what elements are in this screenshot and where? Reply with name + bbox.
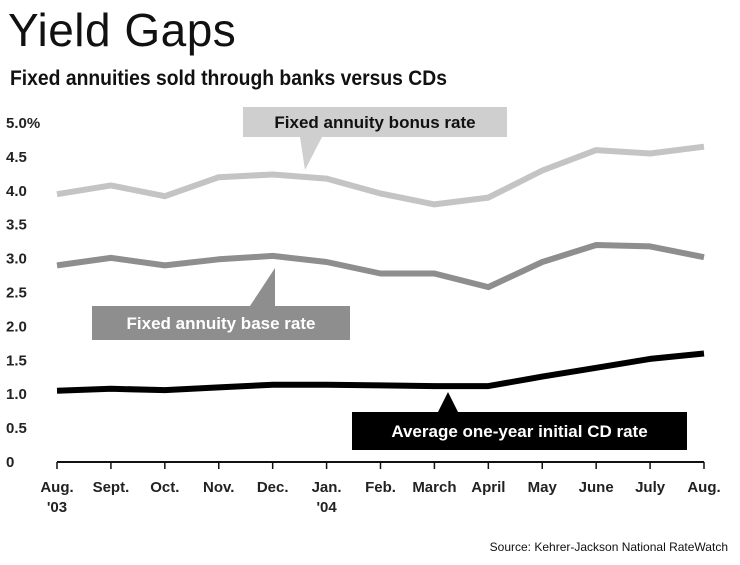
x-tick-label: Aug. — [687, 479, 720, 496]
x-tick-label: Sept. — [93, 479, 130, 496]
callout-base: Fixed annuity base rate — [92, 268, 350, 340]
x-tick-label: May — [528, 479, 558, 496]
y-tick-label: 0.5 — [6, 420, 27, 437]
callout-pointer — [438, 392, 458, 412]
y-tick-label: 0 — [6, 454, 14, 471]
x-tick-label: April — [471, 479, 505, 496]
y-tick-label: 4.5 — [6, 149, 27, 166]
x-tick-label: July — [635, 479, 666, 496]
x-tick-label: Jan. '04 — [312, 479, 342, 516]
x-tick-label: March — [412, 479, 456, 496]
y-tick-label: 1.0 — [6, 386, 27, 403]
x-axis: Aug. '03 Sept. Oct. Nov. Dec. Jan. '04 Feb. March… — [40, 461, 721, 516]
y-tick-label: 2.0 — [6, 318, 27, 335]
y-tick-label: 1.5 — [6, 352, 27, 369]
x-tick-label: Feb. — [365, 479, 396, 496]
callout-pointer — [250, 268, 275, 306]
source-note: Source: Kehrer-Jackson National RateWatc… — [489, 540, 728, 554]
callout-box — [92, 306, 350, 340]
callout-bonus: Fixed annuity bonus rate — [243, 107, 507, 170]
y-tick-label: 3.5 — [6, 217, 27, 234]
series-lines — [56, 143, 705, 394]
y-tick-label: 2.5 — [6, 285, 27, 302]
series-line-bonus — [56, 143, 705, 208]
y-tick-label: 3.0 — [6, 251, 27, 268]
x-tick-label: June — [579, 479, 614, 496]
y-tick-label: 5.0% — [6, 115, 40, 132]
callout-cd: Average one-year initial CD rate — [352, 392, 687, 450]
legend-label-base: Fixed annuity base rate — [127, 314, 316, 333]
callout-box — [352, 412, 687, 450]
chart-subtitle: Fixed annuities sold through banks versu… — [10, 67, 447, 90]
callout-box — [243, 107, 507, 137]
series-callouts: Fixed annuity bonus rate Fixed annuity ba… — [92, 107, 687, 450]
x-tick-label: Oct. — [150, 479, 179, 496]
legend-label-bonus: Fixed annuity bonus rate — [274, 113, 475, 132]
x-tick-label: Nov. — [203, 479, 234, 496]
y-tick-label: 4.0 — [6, 183, 27, 200]
legend-label-cd: Average one-year initial CD rate — [391, 422, 647, 441]
x-tick-label: Aug. '03 — [40, 479, 73, 516]
y-axis: 5.0% 4.5 4.0 3.5 3.0 2.5 2.0 1.5 1.0 0.5 0 — [6, 115, 40, 471]
chart-title: Yield Gaps — [8, 4, 237, 56]
callout-pointer — [300, 137, 322, 170]
series-line-base — [56, 242, 705, 291]
x-tick-label: Dec. — [257, 479, 289, 496]
series-line-cd — [56, 350, 705, 394]
